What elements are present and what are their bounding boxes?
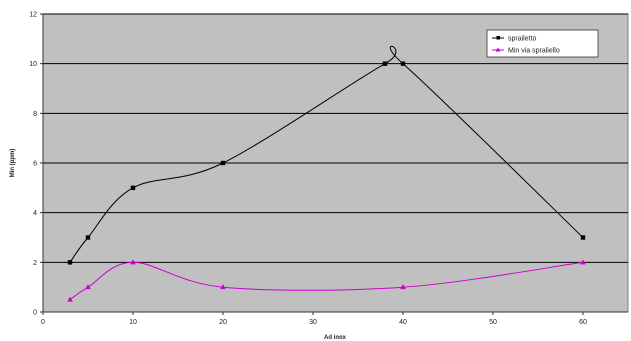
- data-point-series-2: [580, 259, 586, 265]
- y-tick-label: 6: [33, 161, 37, 168]
- data-point-series-2: [85, 284, 91, 290]
- data-point-series-1: [67, 260, 73, 265]
- legend: sprailetto Min via spraliello: [486, 29, 599, 58]
- series-line-1: [69, 45, 584, 263]
- y-axis-title: Min (ppm): [10, 149, 16, 178]
- data-point-series-2: [67, 296, 73, 302]
- y-tick-label: 4: [33, 210, 37, 217]
- data-point-series-1: [85, 235, 91, 240]
- x-axis-title: Ad inox: [324, 335, 347, 341]
- legend-marker-square: [496, 36, 500, 40]
- x-tick-label: 50: [489, 319, 497, 326]
- data-point-series-1: [220, 160, 226, 166]
- y-tick-label: 12: [29, 12, 37, 19]
- data-point-series-2: [400, 284, 406, 290]
- data-point-series-2: [130, 259, 136, 265]
- data-point-series-2: [220, 284, 226, 290]
- x-tick-label: 20: [219, 319, 227, 326]
- data-point-series-1: [382, 61, 388, 66]
- x-tick-label: 40: [399, 319, 407, 326]
- y-tick-label: 2: [33, 260, 37, 267]
- y-tick-labels: 0 2 4 6 8 10 12: [29, 12, 43, 317]
- x-tick-labels: 0 10 20 30 40 50 60: [41, 312, 587, 326]
- data-point-series-1: [400, 61, 406, 66]
- y-tick-label: 8: [33, 111, 37, 118]
- legend-label-2: Min via spraliello: [508, 48, 560, 55]
- x-tick-label: 0: [41, 319, 45, 326]
- series-layer: [67, 45, 586, 302]
- x-tick-label: 60: [579, 319, 587, 326]
- legend-label-1: sprailetto: [508, 36, 537, 43]
- data-point-series-1: [130, 185, 136, 191]
- data-point-series-1: [580, 235, 586, 240]
- gridlines: [43, 13, 628, 263]
- y-tick-label: 0: [33, 310, 37, 317]
- y-tick-label: 10: [29, 61, 37, 68]
- legend-marker-triangle: [495, 47, 501, 52]
- x-tick-label: 10: [129, 319, 137, 326]
- legend-box: [486, 29, 599, 58]
- x-tick-label: 30: [309, 319, 317, 326]
